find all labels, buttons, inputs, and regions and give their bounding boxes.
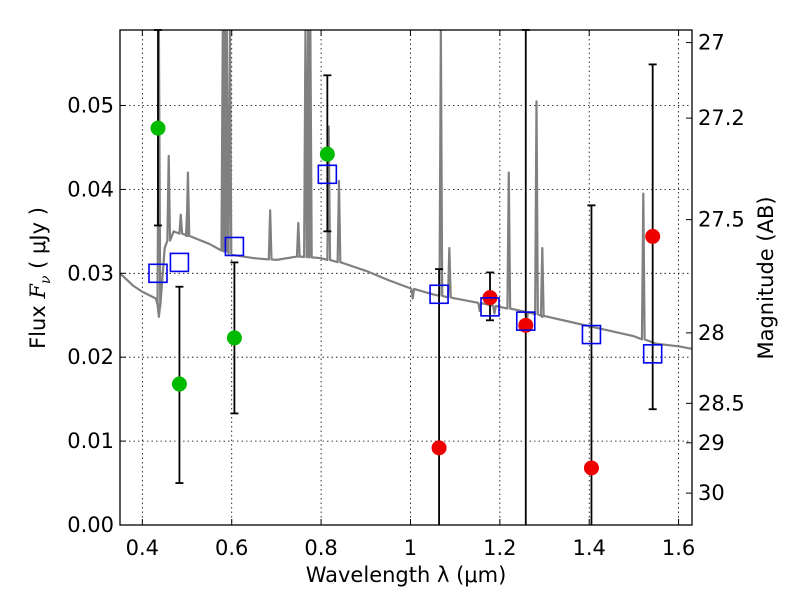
x-tick-label: 1 — [404, 536, 417, 560]
model-square-point-5 — [480, 297, 500, 317]
y-tick-label: 0.04 — [67, 177, 114, 201]
y-axis-title: Flux Fν ( μJy ) — [26, 207, 54, 349]
x-tick-label: 1.6 — [662, 536, 695, 560]
model-square-point-4 — [429, 284, 449, 305]
x-axis-title: Wavelength λ (μm) — [306, 563, 507, 587]
model-square-point-6 — [515, 311, 536, 331]
right-axis-title: Magnitude (AB) — [754, 196, 778, 359]
mag-tick-label: 27 — [698, 31, 725, 55]
green-data-point-0 — [150, 120, 166, 136]
mag-tick-label: 28 — [698, 321, 725, 345]
y-tick-label: 0.01 — [67, 429, 114, 453]
errorbar-1-3 — [587, 204, 596, 525]
red-data-point-3 — [583, 460, 599, 476]
errorbar-1-0 — [435, 268, 444, 525]
y-axis-title-symbol: F — [26, 283, 50, 300]
x-tick-label: 0.6 — [215, 536, 248, 560]
mag-tick-label: 29 — [698, 431, 725, 455]
green-data-point-2 — [226, 330, 242, 346]
errorbar-1-2 — [521, 29, 530, 525]
x-tick-label: 1.2 — [483, 536, 516, 560]
red-data-point-0 — [431, 440, 447, 456]
model-square-point-1 — [169, 252, 190, 273]
red-data-point-4 — [645, 228, 661, 244]
y-ticks: 0.00 0.01 0.02 0.03 0.04 0.05 — [67, 94, 126, 537]
y-axis-title-subscript: ν — [38, 275, 54, 284]
model-square-point-2 — [224, 236, 245, 257]
x-tick-label: 1.4 — [573, 536, 606, 560]
mag-tick-label: 30 — [698, 481, 725, 505]
model-square-point-8 — [642, 344, 663, 364]
y-axis-title-prefix: Flux — [26, 299, 50, 349]
plot-frame — [119, 29, 693, 526]
model-square-point-3 — [317, 164, 338, 185]
mag-tick-label: 28.5 — [698, 391, 745, 415]
x-tick-label: 0.8 — [304, 536, 337, 560]
y-tick-label: 0.00 — [67, 513, 114, 537]
green-data-point-3 — [319, 146, 335, 162]
y-tick-label: 0.03 — [67, 261, 114, 285]
marker-layer — [148, 120, 663, 476]
y-tick-label: 0.02 — [67, 345, 114, 369]
green-data-point-1 — [171, 376, 187, 392]
model-square-point-0 — [148, 263, 168, 284]
grid-layer — [120, 30, 692, 526]
mag-tick-label: 27.5 — [698, 208, 745, 232]
y-axis-title-suffix: ( μJy ) — [26, 207, 50, 275]
red-data-point-2 — [518, 317, 534, 333]
mag-ticks: 27 27.2 27.5 28 28.5 29 30 — [686, 31, 745, 505]
y-tick-label: 0.05 — [67, 94, 114, 118]
x-ticks: 0.4 0.6 0.8 1 1.2 1.4 1.6 — [126, 30, 695, 560]
x-tick-label: 0.4 — [126, 536, 159, 560]
model-square-point-7 — [581, 324, 602, 345]
mag-tick-label: 27.2 — [698, 106, 745, 130]
